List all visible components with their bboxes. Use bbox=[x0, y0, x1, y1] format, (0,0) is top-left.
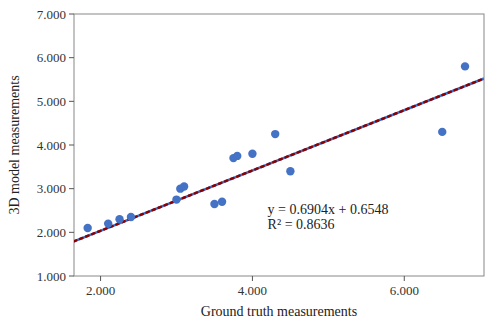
y-tick bbox=[69, 14, 74, 15]
annotation-line: R² = 0.8636 bbox=[268, 217, 335, 232]
scatter-point bbox=[180, 182, 188, 190]
y-tick-label: 6.000 bbox=[37, 50, 66, 65]
scatter-point bbox=[286, 167, 294, 175]
x-tick-label: 6.000 bbox=[390, 283, 419, 298]
y-tick-label: 2.000 bbox=[37, 225, 66, 240]
annotation-line: y = 0.6904x + 0.6548 bbox=[268, 202, 389, 217]
plot-area bbox=[74, 62, 484, 241]
y-tick bbox=[69, 57, 74, 58]
scatter-points bbox=[83, 62, 469, 232]
y-tick bbox=[69, 188, 74, 189]
scatter-point bbox=[218, 198, 226, 206]
x-tick bbox=[252, 276, 253, 281]
x-tick-label: 4.000 bbox=[238, 283, 267, 298]
y-tick-label: 1.000 bbox=[37, 269, 66, 284]
regression-line bbox=[74, 79, 484, 242]
annotation: y = 0.6904x + 0.6548R² = 0.8636 bbox=[268, 202, 389, 232]
scatter-point bbox=[438, 128, 446, 136]
regression-line bbox=[74, 79, 484, 242]
y-tick bbox=[69, 232, 74, 233]
y-tick-label: 4.000 bbox=[37, 138, 66, 153]
chart-container: 2.000 4.000 6.000 1.000 2.000 3.000 4.000 5.000… bbox=[0, 0, 500, 324]
y-axis-label: 3D model measurements bbox=[7, 75, 22, 214]
y-tick bbox=[69, 145, 74, 146]
y-tick-label: 5.000 bbox=[37, 94, 66, 109]
x-axis-label: Ground truth measurements bbox=[201, 304, 357, 319]
scatter-point bbox=[83, 224, 91, 232]
y-tick-label: 3.000 bbox=[37, 181, 66, 196]
scatter-point bbox=[271, 130, 279, 138]
x-tick bbox=[404, 276, 405, 281]
axes: 2.000 4.000 6.000 1.000 2.000 3.000 4.000 5.000… bbox=[37, 7, 419, 299]
chart-svg: 2.000 4.000 6.000 1.000 2.000 3.000 4.000 5.000… bbox=[0, 0, 500, 324]
x-tick-label: 2.000 bbox=[86, 283, 115, 298]
scatter-point bbox=[115, 215, 123, 223]
scatter-point bbox=[104, 219, 112, 227]
x-tick bbox=[100, 276, 101, 281]
scatter-point bbox=[248, 150, 256, 158]
scatter-point bbox=[210, 200, 218, 208]
scatter-point bbox=[127, 213, 135, 221]
scatter-point bbox=[233, 152, 241, 160]
scatter-point bbox=[172, 195, 180, 203]
y-tick bbox=[69, 101, 74, 102]
plot-frame bbox=[74, 14, 484, 276]
scatter-point bbox=[461, 62, 469, 70]
y-tick bbox=[69, 276, 74, 277]
y-tick-label: 7.000 bbox=[37, 7, 66, 22]
